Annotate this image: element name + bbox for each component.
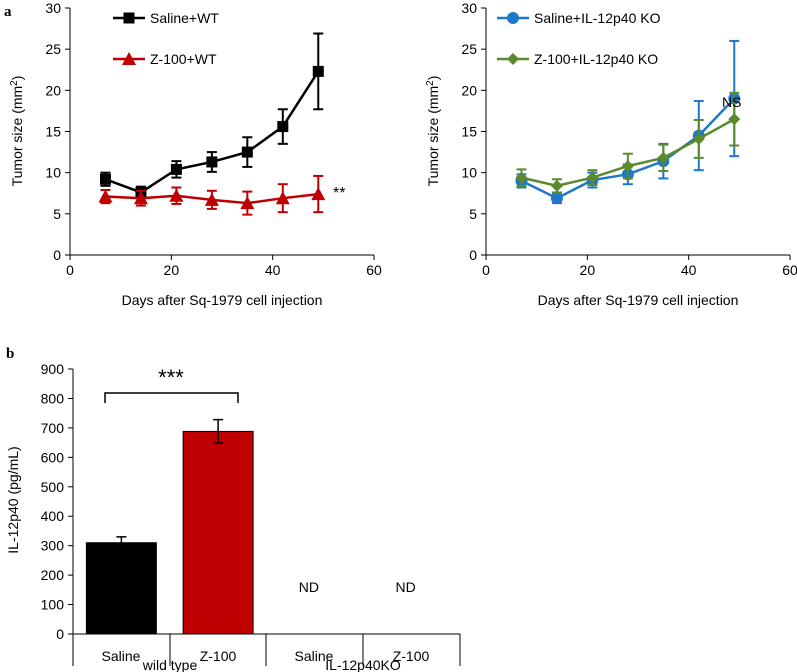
series-z-100-wt xyxy=(98,174,326,216)
y-tick-label: 600 xyxy=(41,449,65,465)
y-axis-label: IL-12p40 (pg/mL) xyxy=(5,446,21,553)
y-tick-label: 0 xyxy=(53,247,61,263)
data-point xyxy=(657,151,670,164)
group-label-wild-type: wild type xyxy=(142,657,198,672)
x-tick-label: 20 xyxy=(164,262,180,278)
category-label-saline-wt: Saline xyxy=(102,648,141,664)
data-point xyxy=(586,171,599,184)
category-label-saline-ko: Saline xyxy=(295,648,334,664)
y-tick-label: 700 xyxy=(41,420,65,436)
data-point xyxy=(240,196,255,210)
x-ticks: 0 20 40 60 xyxy=(482,255,797,278)
y-tick-label: 30 xyxy=(45,0,61,16)
y-ticks: 0 5 10 15 20 25 30 xyxy=(461,0,486,263)
x-tick-label: 40 xyxy=(681,262,697,278)
legend-label-saline-wt: Saline+WT xyxy=(150,10,219,26)
category-label-z100-ko: Z-100 xyxy=(393,648,430,664)
x-tick-label: 60 xyxy=(366,262,382,278)
legend-marker-triangle xyxy=(122,52,136,65)
y-tick-label: 25 xyxy=(45,41,61,57)
x-axis-label: Days after Sq-1979 cell injection xyxy=(122,292,323,308)
panel-label-a: a xyxy=(4,4,12,20)
y-ticks: 0 5 10 15 20 25 30 xyxy=(45,0,70,263)
legend-label-z100-wt: Z-100+WT xyxy=(150,51,217,67)
y-tick-label: 5 xyxy=(469,206,477,222)
data-point xyxy=(311,187,326,201)
y-tick-label: 500 xyxy=(41,479,65,495)
bar-chart-il12p40: 0 100 200 300 400 500 600 700 800 900 ND ND Saline… xyxy=(5,361,461,672)
bars-layer: ND ND xyxy=(85,418,416,635)
x-ticks: 0 20 40 60 xyxy=(66,255,382,278)
y-tick-label: 10 xyxy=(45,165,61,181)
y-tick-label: 5 xyxy=(53,206,61,222)
legend-marker-diamond xyxy=(507,53,519,65)
series-layer xyxy=(98,32,326,216)
data-point xyxy=(99,173,111,185)
legend: Saline+IL-12p40 KO Z-100+IL-12p40 KO xyxy=(497,10,661,67)
series-layer xyxy=(515,39,741,205)
significance-annotation: ** xyxy=(333,185,345,202)
significance-annotation: NS xyxy=(722,94,741,110)
series-z-100-il-12p40-ko xyxy=(515,91,741,194)
legend-marker-square xyxy=(123,12,135,24)
x-tick-label: 60 xyxy=(782,262,797,278)
significance-bracket xyxy=(104,392,239,403)
legend-label-z100-ko: Z-100+IL-12p40 KO xyxy=(534,51,658,67)
data-point xyxy=(204,192,219,206)
data-point xyxy=(728,113,741,126)
line-chart-saline-z100-wt: 0 20 40 60 0 5 10 15 20 25 30 Days after Sq-1979 … xyxy=(9,0,382,308)
y-tick-label: 20 xyxy=(45,82,61,98)
data-point xyxy=(169,188,184,202)
data-point xyxy=(692,132,705,145)
panel-label-b: b xyxy=(6,346,14,362)
data-point xyxy=(206,156,218,168)
group-label-il12p40ko: IL-12p40KO xyxy=(325,657,401,672)
x-tick-label: 0 xyxy=(66,262,74,278)
y-ticks: 0 100 200 300 400 500 600 700 800 900 xyxy=(41,361,73,642)
data-point xyxy=(170,163,182,175)
x-tick-label: 0 xyxy=(482,262,490,278)
y-tick-label: 0 xyxy=(469,247,477,263)
data-point xyxy=(133,191,148,205)
series-saline-wt xyxy=(99,32,324,200)
data-point xyxy=(621,160,634,173)
x-tick-label: 20 xyxy=(580,262,596,278)
bar-z-100-1 xyxy=(182,430,254,635)
data-point xyxy=(550,179,563,192)
bar-saline-0 xyxy=(85,542,157,635)
y-axis-label: Tumor size (mm2) xyxy=(425,76,441,187)
y-tick-label: 900 xyxy=(41,361,65,377)
x-axis-label: Days after Sq-1979 cell injection xyxy=(538,292,739,308)
x-tick-label: 40 xyxy=(265,262,281,278)
y-tick-label: 20 xyxy=(461,82,477,98)
y-tick-label: 15 xyxy=(461,124,477,140)
y-tick-label: 300 xyxy=(41,538,65,554)
line-chart-il12p40-ko: 0 20 40 60 0 5 10 15 20 25 30 Days after Sq-1979 … xyxy=(425,0,797,308)
y-tick-label: 200 xyxy=(41,567,65,583)
data-point xyxy=(277,121,289,133)
y-tick-label: 400 xyxy=(41,508,65,524)
category-label-z100-wt: Z-100 xyxy=(200,648,237,664)
y-tick-label: 10 xyxy=(461,165,477,181)
y-tick-label: 25 xyxy=(461,41,477,57)
value-label-nd: ND xyxy=(299,579,319,595)
significance-stars: *** xyxy=(158,365,184,390)
legend: Saline+WT Z-100+WT xyxy=(113,10,219,67)
data-point xyxy=(550,192,563,205)
value-label-nd: ND xyxy=(396,579,416,595)
y-tick-label: 800 xyxy=(41,390,65,406)
legend-marker-circle xyxy=(507,12,519,24)
y-tick-label: 15 xyxy=(45,124,61,140)
y-axis-label: Tumor size (mm2) xyxy=(9,76,25,187)
data-point xyxy=(241,146,253,158)
y-tick-label: 100 xyxy=(41,597,65,613)
data-point xyxy=(275,191,290,205)
y-tick-label: 0 xyxy=(56,626,64,642)
data-point xyxy=(98,189,113,203)
legend-label-saline-ko: Saline+IL-12p40 KO xyxy=(534,10,661,26)
data-point xyxy=(312,65,324,77)
y-tick-label: 30 xyxy=(461,0,477,16)
data-point xyxy=(515,171,528,184)
